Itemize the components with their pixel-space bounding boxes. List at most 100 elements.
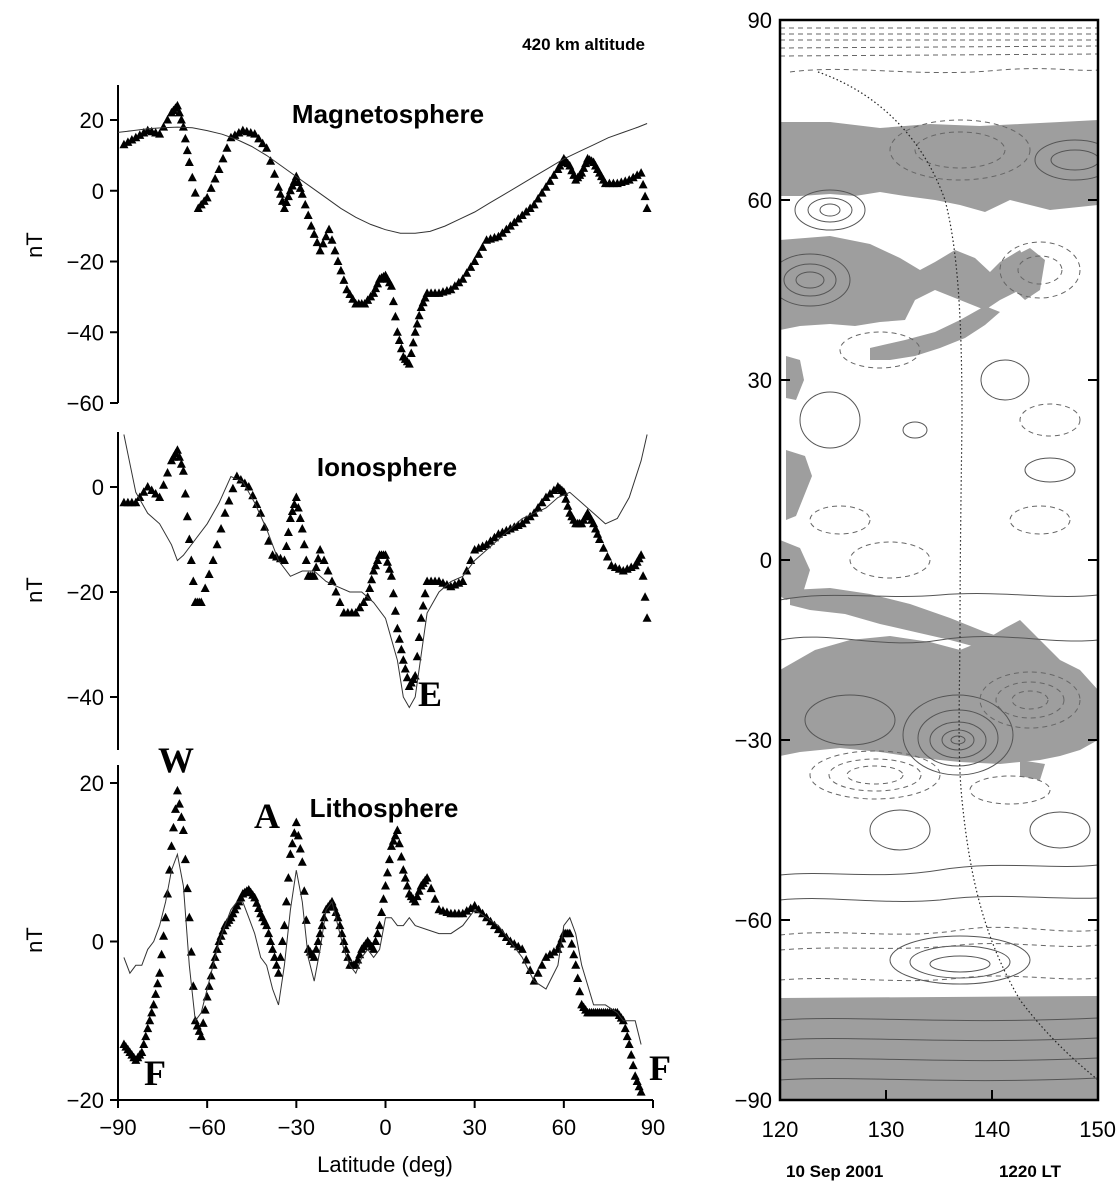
data-point-triangle <box>343 952 353 961</box>
data-point-triangle <box>636 1087 646 1096</box>
data-point-triangle <box>327 235 337 244</box>
x-tick-label: 60 <box>552 1115 576 1140</box>
data-point-triangle <box>291 492 301 501</box>
data-point-triangle <box>119 139 129 149</box>
data-point-triangle <box>541 952 551 961</box>
y-tick-label: −40 <box>67 320 104 345</box>
data-point-triangle <box>398 655 408 664</box>
map-content <box>780 27 1098 1100</box>
data-point-triangle <box>537 188 547 197</box>
data-point-triangle <box>458 274 468 283</box>
data-point-triangle <box>561 494 571 503</box>
data-point-triangle <box>206 183 216 192</box>
data-point-triangle <box>373 278 383 288</box>
data-point-triangle <box>224 496 234 505</box>
data-point-triangle <box>386 281 396 290</box>
data-point-triangle <box>313 936 323 945</box>
data-point-triangle <box>388 296 398 306</box>
data-point-triangle <box>323 566 333 575</box>
data-point-triangle <box>153 978 163 988</box>
data-point-triangle <box>330 245 340 255</box>
data-point-triangle <box>262 920 272 930</box>
data-point-triangle <box>274 968 283 977</box>
y-ticks: 20 0 −20 −40 −60 <box>67 108 118 416</box>
data-point-triangle <box>281 896 291 906</box>
data-point-triangle <box>309 229 319 238</box>
data-point-triangle <box>137 1047 147 1056</box>
data-point-triangle <box>184 912 194 922</box>
panel-title: Lithosphere <box>310 793 459 823</box>
data-point-triangle <box>266 156 276 165</box>
data-point-triangle <box>204 569 214 578</box>
data-point-triangle <box>541 182 551 191</box>
data-point-triangle <box>577 168 587 177</box>
data-point-triangle <box>188 981 198 990</box>
plot-area <box>119 785 646 1096</box>
y-tick-label: 20 <box>80 771 104 796</box>
magnetosphere-panel: 20 0 −20 −40 −60 nT Magnetosphere <box>22 85 652 416</box>
data-point-triangle <box>628 1060 638 1070</box>
data-point-triangle <box>626 1050 636 1059</box>
data-point-triangle <box>184 534 194 543</box>
data-point-triangle <box>517 944 527 953</box>
data-point-triangle <box>636 168 646 177</box>
data-point-triangle <box>127 135 137 144</box>
data-point-triangle <box>297 524 307 533</box>
y-ticks: 20 0 −20 <box>67 771 118 1113</box>
data-point-triangle <box>620 1023 630 1033</box>
data-point-triangle <box>571 960 581 969</box>
data-point-triangle <box>497 928 507 938</box>
y-tick-label: 0 <box>92 930 104 955</box>
data-point-triangle <box>365 583 375 592</box>
data-point-triangle <box>319 912 329 922</box>
data-point-triangle <box>598 543 608 552</box>
data-point-triangle <box>406 348 416 357</box>
data-point-triangle <box>638 571 648 580</box>
data-point-triangle <box>622 1031 632 1041</box>
data-point-triangle <box>430 894 440 903</box>
map-panel: 90 60 30 0 −30 −60 −90 120 130 140 150 10 Sep 2001… <box>735 8 1116 1181</box>
data-point-triangle <box>382 557 392 566</box>
data-point-triangle <box>131 132 141 142</box>
data-point-triangle <box>297 857 307 866</box>
data-point-triangle <box>533 194 543 203</box>
data-point-triangle <box>470 256 480 265</box>
data-point-triangle <box>135 492 145 501</box>
data-point-triangle <box>172 100 182 110</box>
data-point-triangle <box>642 203 652 212</box>
data-point-triangle <box>182 883 192 893</box>
data-point-triangle <box>283 527 293 536</box>
data-point-triangle <box>371 560 381 570</box>
map-x-tick-label: 150 <box>1079 1117 1116 1142</box>
data-point-triangle <box>301 915 311 924</box>
data-point-triangle <box>174 799 184 808</box>
data-point-triangle <box>529 199 539 209</box>
data-point-triangle <box>161 912 171 922</box>
map-x-tick-label: 130 <box>868 1117 905 1142</box>
plot-area <box>117 100 652 368</box>
data-point-triangle <box>202 991 212 1001</box>
annotation-W: W <box>158 740 194 780</box>
data-point-triangle <box>220 508 230 517</box>
data-point-triangle <box>369 944 379 953</box>
data-point-triangle <box>493 924 503 934</box>
land-asia-east <box>780 236 1030 330</box>
data-point-triangle <box>279 203 289 212</box>
data-point-triangle <box>355 949 365 959</box>
data-point-triangle <box>315 245 325 255</box>
annotation-F-right: F <box>649 1048 671 1088</box>
data-point-triangle <box>139 487 149 496</box>
data-point-triangle <box>410 327 420 336</box>
data-point-triangle <box>312 237 322 247</box>
date-label: 10 Sep 2001 <box>786 1162 883 1181</box>
data-point-triangle <box>595 534 604 543</box>
y-tick-label: −20 <box>67 250 104 275</box>
data-point-triangle <box>462 268 472 277</box>
data-point-triangle <box>123 137 133 146</box>
model-line <box>117 123 648 234</box>
data-point-triangle <box>159 931 169 940</box>
data-point-triangle <box>418 601 428 610</box>
x-ticks: −90 −60 −30 0 30 60 90 <box>99 1100 665 1140</box>
x-axis-label: Latitude (deg) <box>317 1152 453 1177</box>
data-point-triangle <box>248 490 258 500</box>
